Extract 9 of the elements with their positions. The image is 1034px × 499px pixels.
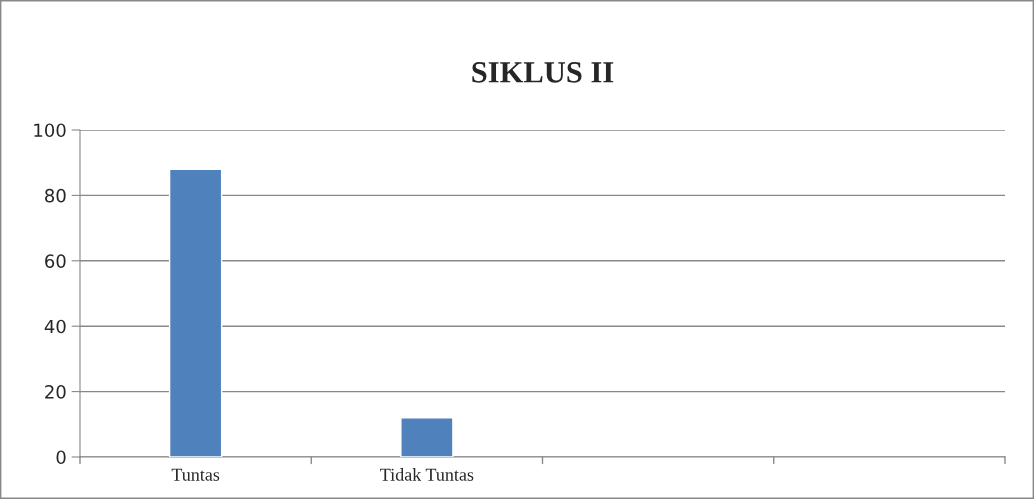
x-tick-label: Tuntas	[171, 468, 220, 481]
x-tick-label: Tidak Tuntas	[380, 468, 474, 481]
y-tick-label: 0	[56, 450, 66, 465]
chart-title: SIKLUS II	[472, 62, 614, 83]
y-tick-label: 100	[34, 123, 66, 138]
y-tick-label: 40	[44, 319, 66, 334]
y-tick-label: 20	[45, 385, 66, 399]
y-tick-label: 60	[45, 254, 66, 268]
y-tick-label: 80	[45, 188, 66, 203]
